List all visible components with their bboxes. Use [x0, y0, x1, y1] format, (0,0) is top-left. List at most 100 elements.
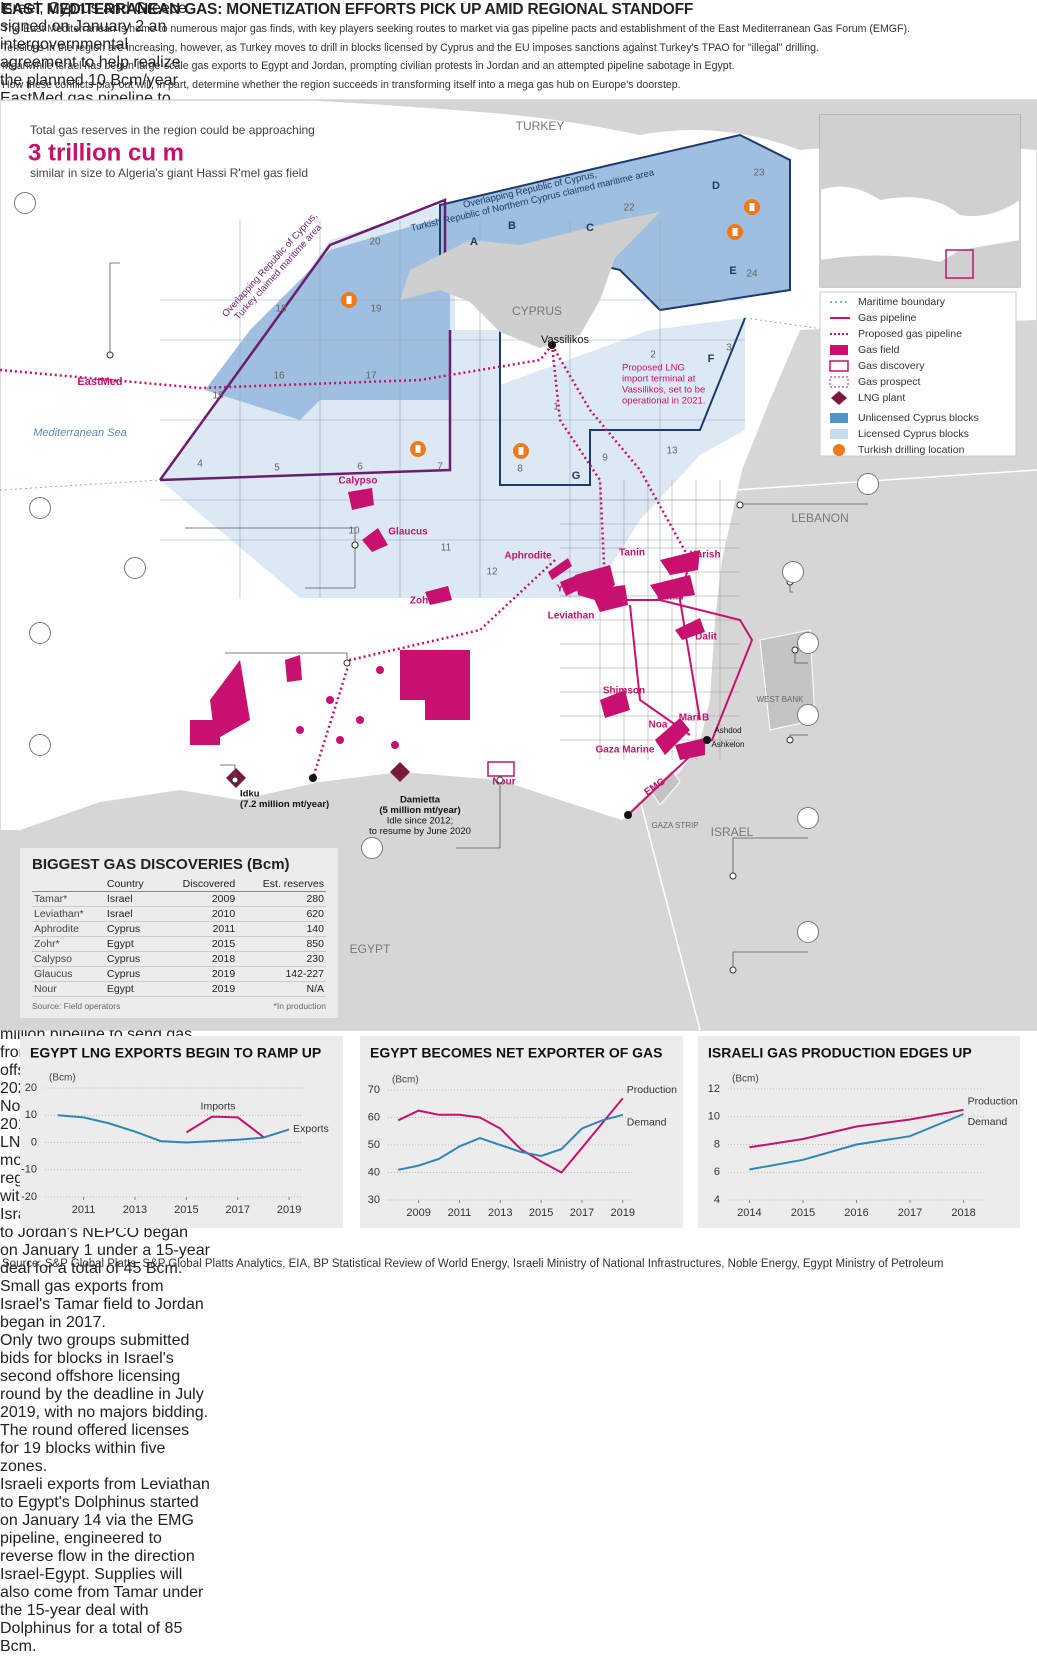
callout-leader — [109, 262, 120, 355]
header-cell: Country — [104, 877, 161, 892]
legend-swatch — [830, 345, 848, 355]
legend-label: Maritime boundary — [858, 296, 946, 308]
block-label: B — [508, 220, 516, 232]
proposed-pipeline — [550, 344, 607, 586]
paragraph: The East Mediterranean is home to numero… — [2, 23, 910, 35]
table-cell: Zohr* — [32, 936, 105, 952]
table-row: Nour Egypt 2019 N/A — [32, 981, 326, 997]
x-tick-label: 2015 — [791, 1207, 815, 1219]
table-cell: 2015 — [160, 936, 238, 952]
y-tick-label: 0 — [31, 1136, 37, 1148]
callout-icon — [797, 632, 819, 654]
callout-anchor — [736, 501, 744, 509]
callout-anchor — [786, 736, 794, 744]
series-label: Demand — [968, 1116, 1008, 1128]
block-label: 18 — [275, 304, 287, 315]
y-tick-label: 10 — [25, 1109, 37, 1121]
table-row: Zohr* Egypt 2015 850 — [32, 936, 326, 952]
field-label: Zohr — [410, 596, 432, 607]
gas-prospect — [296, 726, 304, 734]
place-label: CYPRUS — [512, 304, 562, 318]
border — [734, 469, 1037, 491]
y-tick-label: 30 — [368, 1194, 380, 1206]
field-label: Tamar — [655, 592, 684, 603]
block-label: 5 — [274, 463, 280, 474]
plant-label: to resume by June 2020 — [369, 826, 471, 837]
drilling-mark — [518, 447, 524, 455]
callout-anchor — [231, 776, 239, 784]
legend-swatch — [829, 360, 849, 372]
gas-discovery — [487, 761, 515, 777]
table-cell: 2009 — [160, 891, 238, 907]
series-label: Imports — [201, 1100, 236, 1112]
callout-anchor — [351, 541, 359, 549]
y-tick-label: 70 — [368, 1084, 380, 1096]
gas-prospect — [336, 736, 344, 744]
legend-label: Proposed gas pipeline — [858, 328, 962, 340]
block-label: 1 — [553, 402, 559, 413]
block-label: 6 — [357, 462, 363, 473]
place-label: EGYPT — [350, 942, 391, 956]
gas-field — [425, 586, 452, 605]
gas-pipeline — [629, 604, 691, 736]
x-tick-label: 2015 — [529, 1207, 553, 1219]
paragraph: Tensions in the region are increasing, h… — [2, 41, 820, 54]
legend-swatch — [831, 391, 847, 405]
gas-field — [348, 488, 374, 510]
drilling-mark — [749, 203, 755, 211]
block-label: 9 — [602, 453, 608, 464]
block-label: 16 — [273, 371, 285, 382]
table-row: Glaucus Cyprus 2019 142-227 — [32, 966, 326, 982]
field-label: Karish — [689, 550, 720, 561]
header-cell: Discovered — [160, 877, 238, 892]
x-tick-label: 2016 — [844, 1207, 868, 1219]
gas-field — [655, 718, 690, 755]
header-cell: Est. reserves — [237, 877, 326, 892]
place-label: GAZA STRIP — [651, 821, 698, 830]
zone-label: import terminal at — [622, 374, 696, 385]
paragraph: Meanwhile Israel has begun large-scale g… — [2, 60, 735, 72]
field-label: Noa — [649, 720, 668, 731]
gas-pipeline — [678, 559, 701, 721]
x-tick-label: 2018 — [951, 1207, 975, 1219]
inset-land — [820, 115, 1020, 216]
block-label: 13 — [666, 446, 678, 457]
table: Country Discovered Est. reserves Tamar* Isra… — [32, 877, 326, 997]
series-line — [57, 1114, 290, 1144]
series-line — [749, 1108, 964, 1149]
headline-figure: 3 trillion cu m — [28, 139, 184, 166]
block-label: 10 — [348, 526, 360, 537]
legend-label: Licensed Cyprus blocks — [858, 428, 969, 440]
field-label: Nour — [492, 777, 515, 788]
graphic: Total gas reserves in the region could b… — [0, 99, 1037, 1228]
table-footer: Source: Field operators *In production — [32, 1001, 326, 1011]
zone-label: Proposed LNG — [622, 363, 685, 374]
gas-prospect — [356, 716, 364, 724]
callout-leader — [305, 545, 356, 589]
plant-label: Damietta — [400, 795, 441, 806]
table-cell: Glaucus — [32, 966, 105, 982]
table-cell: Tamar* — [32, 891, 105, 907]
gas-field — [660, 550, 700, 575]
table-title: BIGGEST GAS DISCOVERIES (Bcm) — [32, 856, 290, 873]
table-cell: 2010 — [160, 906, 238, 922]
y-tick-label: 12 — [708, 1083, 720, 1095]
y-tick-label: 40 — [368, 1166, 380, 1178]
legend-label: Gas field — [858, 344, 900, 356]
maritime-boundary — [0, 479, 161, 491]
y-tick-label: 6 — [714, 1166, 720, 1178]
field-label: Aphrodite — [504, 551, 552, 562]
gas-field — [425, 650, 470, 720]
field-label: Shimson — [603, 686, 645, 697]
discoveries-table: BIGGEST GAS DISCOVERIES (Bcm) Country Dis… — [20, 848, 338, 1018]
callout-anchor — [729, 872, 737, 880]
gas-field — [548, 558, 572, 580]
field-label: Glaucus — [388, 527, 428, 538]
legend-swatch — [829, 376, 849, 388]
y-tick-label: 4 — [714, 1194, 720, 1206]
table-cell: Cyprus — [104, 921, 161, 937]
proposed-pipeline — [311, 559, 556, 779]
terminal-point — [624, 811, 632, 819]
callout-anchor — [496, 776, 504, 784]
block-label: 22 — [623, 203, 635, 214]
